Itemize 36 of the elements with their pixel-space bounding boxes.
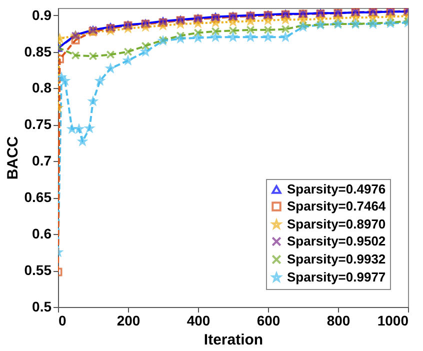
point [176, 31, 185, 40]
y-tick-label: 0.5 [32, 298, 52, 314]
point [246, 26, 255, 34]
y-tick-label: 0.75 [24, 116, 52, 132]
point [124, 48, 132, 56]
y-tick-label: 0.6 [32, 226, 52, 242]
point [88, 52, 98, 60]
legend-label: Sparsity=0.9502 [287, 234, 386, 248]
point [264, 26, 272, 34]
legend-label: Sparsity=0.8970 [287, 216, 386, 232]
x-axis-title: Iteration [204, 332, 264, 348]
x-tick-label: 1000 [377, 312, 409, 328]
point [71, 36, 80, 44]
x-tick-label: 800 [326, 312, 350, 328]
y-tick-label: 0.8 [32, 80, 52, 96]
legend-label: Sparsity=0.7464 [287, 198, 386, 214]
x-tick-label: 400 [186, 312, 210, 328]
legend-label: Sparsity=0.9932 [287, 252, 386, 266]
x-tick-label: 600 [256, 312, 280, 328]
x-tick-label: 200 [116, 312, 140, 328]
point [194, 28, 202, 38]
point [211, 27, 220, 36]
y-tick-label: 0.55 [24, 262, 52, 278]
y-tick-label: 0.9 [32, 6, 52, 23]
point [228, 26, 238, 35]
point [141, 42, 150, 50]
point [281, 24, 290, 34]
y-tick-label: 0.7 [32, 152, 52, 169]
y-tick-label: 0.85 [24, 43, 52, 60]
point [106, 50, 115, 59]
x-tick-label: 0 [58, 312, 66, 328]
y-tick-label: 0.65 [24, 189, 52, 206]
point [71, 51, 80, 60]
legend-label: Sparsity=0.9977 [287, 270, 386, 284]
y-axis-title: BACC [4, 136, 22, 180]
legend-label: Sparsity=0.4976 [287, 182, 386, 196]
